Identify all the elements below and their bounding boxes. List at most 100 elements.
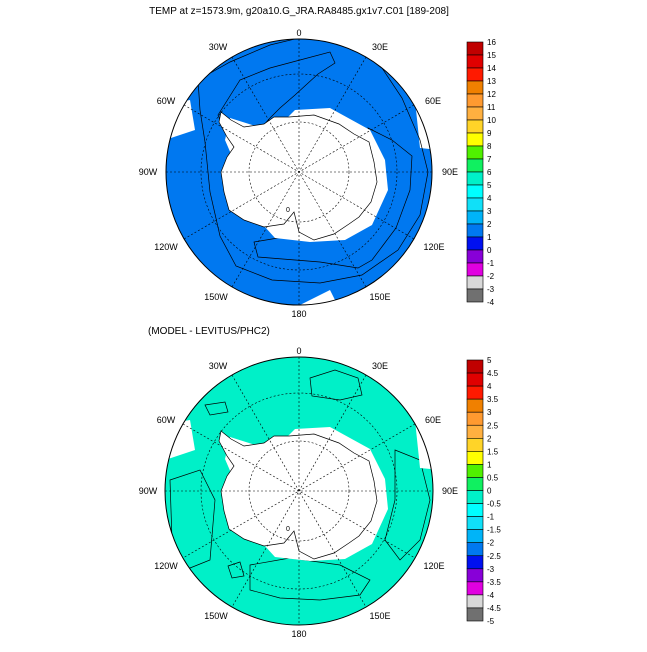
contour-label: 0: [286, 526, 290, 533]
colorbar-swatch: [466, 411, 484, 426]
colorbar-label: 4: [487, 382, 492, 391]
colorbar-label: 9: [487, 129, 492, 138]
colorbar-swatch: [466, 132, 484, 147]
svg-text:30W: 30W: [209, 42, 228, 52]
colorbar-swatch: [466, 249, 484, 264]
colorbar-swatch: [466, 503, 484, 517]
colorbar-swatch: [466, 555, 484, 570]
colorbar-label: 6: [487, 168, 492, 177]
colorbar-swatch: [466, 490, 484, 504]
colorbar-label: 1: [487, 233, 492, 242]
svg-text:150W: 150W: [204, 611, 228, 621]
colorbar-swatch: [466, 210, 484, 225]
colorbar-label: -5: [487, 617, 495, 626]
svg-text:120E: 120E: [423, 561, 444, 571]
colorbar-label: 1: [487, 460, 492, 469]
colorbar-swatch: [466, 464, 484, 478]
colorbar-label: -4: [487, 591, 495, 600]
colorbar-swatch: [466, 437, 484, 452]
colorbar-label: 4: [487, 194, 492, 203]
colorbar-label: 4.5: [487, 369, 499, 378]
colorbar-label: -1.5: [487, 526, 501, 535]
colorbar-label: 13: [487, 77, 496, 86]
field-0-to-0.5: [227, 561, 245, 579]
colorbar-label: 7: [487, 155, 492, 164]
land-patch: [300, 290, 340, 305]
colorbar-label: 2: [487, 434, 492, 443]
svg-text:0: 0: [296, 28, 301, 38]
colorbar-label: 12: [487, 90, 496, 99]
colorbar-swatch: [466, 119, 484, 134]
colorbar-swatch: [466, 372, 484, 387]
bottom-map-border: [164, 356, 434, 626]
colorbar-swatch: [466, 568, 484, 583]
contour-label: 0: [286, 207, 290, 214]
colorbar-swatch: [466, 288, 484, 303]
svg-text:60W: 60W: [157, 96, 176, 106]
colorbar-swatch: [466, 197, 484, 212]
svg-text:60E: 60E: [425, 415, 441, 425]
colorbar-swatch: [466, 607, 484, 622]
field-0-to-0.5: [204, 401, 229, 416]
colorbar-label: 16: [487, 38, 496, 47]
field-0-to-1: [197, 39, 429, 284]
colorbar-label: -2: [487, 272, 495, 281]
svg-text:60E: 60E: [425, 96, 441, 106]
colorbar-swatch: [466, 398, 484, 413]
colorbar-label: 15: [487, 51, 496, 60]
graticule: [165, 357, 433, 625]
svg-text:150E: 150E: [369, 292, 390, 302]
svg-text:30E: 30E: [372, 361, 388, 371]
colorbar-label: 3.5: [487, 395, 499, 404]
colorbar-label: 3: [487, 207, 492, 216]
svg-text:180: 180: [291, 309, 306, 319]
colorbar-swatch: [466, 93, 484, 108]
colorbar-swatch: [466, 223, 484, 238]
graticule: [166, 39, 432, 305]
colorbar-swatch: [466, 80, 484, 95]
colorbar-label: -4: [487, 298, 495, 307]
svg-text:90W: 90W: [139, 167, 158, 177]
colorbar-label: -4.5: [487, 604, 501, 613]
colorbar-swatch: [466, 581, 484, 596]
colorbar-swatch: [466, 145, 484, 160]
svg-text:60W: 60W: [157, 415, 176, 425]
top-map: 0: [166, 39, 432, 305]
colorbar-label: 3: [487, 408, 492, 417]
colorbar-swatch: [466, 54, 484, 69]
colorbar-swatch: [466, 451, 484, 465]
colorbar-label: -3: [487, 285, 495, 294]
colorbar-label: 5: [487, 356, 492, 365]
colorbar-label: -1: [487, 259, 495, 268]
field-0-to-0.5: [309, 369, 363, 401]
colorbar-swatch: [466, 67, 484, 82]
bottom-colorbar: 5 4.5 4 3.5 3 2.5 2 1.5 1 0.5 0 -0.5 -1 -1.5 -2 -2.5 -3 -…: [466, 356, 501, 626]
svg-text:30E: 30E: [372, 42, 388, 52]
colorbar-label: -1: [487, 513, 495, 522]
svg-text:120W: 120W: [154, 242, 178, 252]
colorbar-label: 8: [487, 142, 492, 151]
colorbar-swatch: [466, 385, 484, 400]
colorbar-swatch: [466, 106, 484, 121]
bottom-title: (MODEL - LEVITUS/PHC2): [148, 326, 270, 337]
colorbar-swatch: [466, 236, 484, 251]
svg-text:90W: 90W: [139, 486, 158, 496]
colorbar-swatch: [466, 262, 484, 277]
svg-text:90E: 90E: [442, 486, 458, 496]
colorbar-label: -2.5: [487, 552, 501, 561]
colorbar-swatch: [466, 516, 484, 530]
colorbar-label: 0: [487, 246, 492, 255]
colorbar-label: -0.5: [487, 500, 501, 509]
colorbar-swatch: [466, 477, 484, 491]
svg-text:30W: 30W: [209, 361, 228, 371]
colorbar-swatch: [466, 275, 484, 290]
colorbar-swatch: [466, 158, 484, 173]
svg-text:0: 0: [296, 346, 301, 356]
colorbar-label: 2: [487, 220, 492, 229]
colorbar-label: -3.5: [487, 578, 501, 587]
colorbar-label: 11: [487, 103, 496, 112]
colorbar-label: 10: [487, 116, 496, 125]
colorbar-label: 0.5: [487, 473, 499, 482]
